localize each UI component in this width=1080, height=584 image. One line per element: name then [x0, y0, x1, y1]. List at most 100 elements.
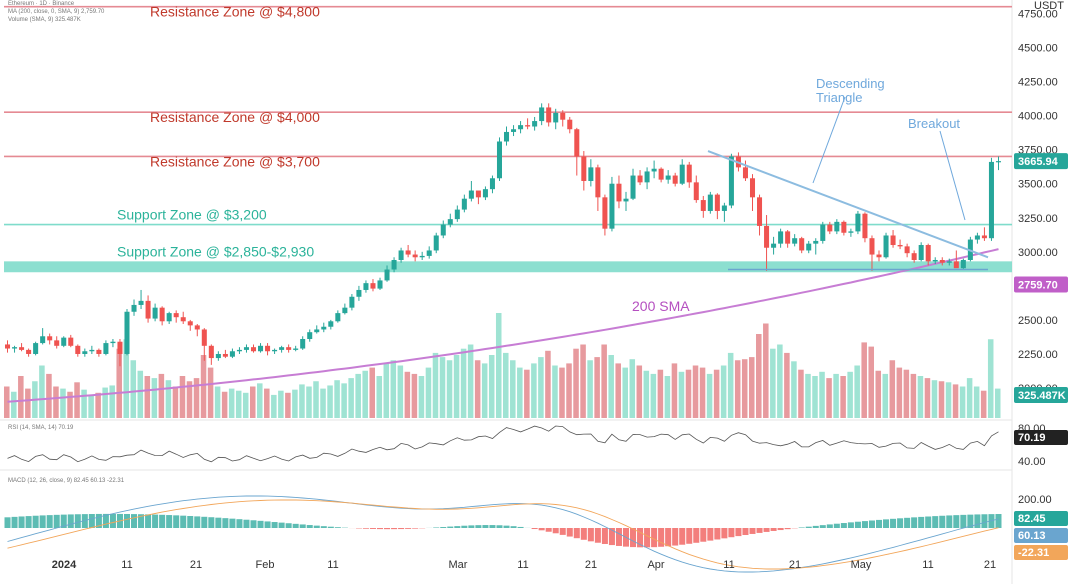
macd-histogram-bar [531, 528, 538, 530]
sma-label: 200 SMA [632, 298, 690, 314]
macd-histogram-bar [102, 513, 109, 528]
candle-body [602, 197, 608, 229]
macd-histogram-bar [271, 522, 278, 528]
volume-bar [95, 392, 101, 418]
macd-tick: 200.00 [1018, 494, 1052, 506]
volume-bar [552, 365, 558, 418]
candle-body [426, 250, 432, 256]
macd-histogram-bar [545, 528, 552, 532]
volume-bar [228, 388, 235, 418]
macd-histogram-bar [376, 528, 384, 530]
price-badge-text: 325.487K [1018, 390, 1066, 402]
candle-body [307, 332, 313, 339]
macd-histogram-bar [503, 525, 510, 528]
macd-histogram-bar [847, 522, 854, 528]
macd-histogram-bar [201, 516, 208, 528]
candle-body [12, 347, 18, 349]
macd-badge [1014, 528, 1068, 543]
macd-histogram-bar [222, 518, 229, 528]
volume-bar [587, 360, 593, 418]
volume-bar [102, 387, 108, 418]
macd-histogram-bar [138, 514, 145, 528]
volume-bar [25, 388, 31, 418]
candle-body [904, 246, 910, 254]
macd-histogram-bar [981, 514, 988, 528]
y-tick-label: 4500.00 [1018, 43, 1058, 55]
candle-body [532, 121, 538, 127]
macd-histogram-bar [995, 514, 1002, 528]
volume-bar [200, 355, 207, 418]
candle-body [511, 129, 517, 132]
volume-bar [460, 348, 467, 418]
volume-bar [573, 348, 579, 418]
macd-histogram-bar [292, 523, 299, 528]
candle-body [194, 325, 200, 330]
macd-histogram-bar [587, 528, 594, 542]
candle-body [103, 343, 109, 354]
macd-histogram-bar [714, 528, 721, 540]
candle-body [250, 347, 257, 352]
candle-body [229, 351, 235, 357]
candle-body [68, 337, 74, 346]
volume-bar [158, 373, 165, 418]
indicator-legend-line: Ethereum · 1D · Binance [8, 1, 75, 7]
candle-body [377, 280, 383, 289]
macd-badge-text: 60.13 [1018, 530, 1046, 542]
candle-body [342, 307, 348, 314]
macd-histogram-bar [904, 517, 911, 528]
candle-body [419, 255, 425, 258]
candle-body [974, 235, 980, 240]
candle-body [679, 164, 685, 184]
candle-body [792, 238, 798, 244]
y-tick-label: 4750.00 [1018, 8, 1058, 20]
candle-body [700, 200, 706, 211]
volume-bar [791, 361, 797, 418]
rsi-badge [1014, 430, 1068, 445]
volume-bar [172, 386, 179, 418]
macd-histogram-bar [257, 520, 264, 528]
volume-bar [4, 386, 10, 418]
macd-histogram-bar [109, 513, 116, 528]
candle-body [243, 347, 249, 350]
macd-histogram-bar [4, 517, 11, 528]
candle-body [215, 353, 221, 359]
candle-body [897, 245, 903, 247]
y-tick-label: 3250.00 [1018, 213, 1058, 225]
candle-body [328, 321, 334, 327]
candle-body [496, 141, 502, 179]
macd-histogram-bar [615, 528, 622, 546]
volume-bar [53, 386, 59, 418]
candle-body [208, 345, 214, 359]
volume-bar [271, 394, 277, 418]
candle-body [883, 235, 889, 258]
candle-body [876, 254, 882, 258]
candle-body [131, 304, 137, 312]
volume-bar [432, 352, 439, 418]
candle-body [433, 235, 439, 251]
candle-body [778, 231, 784, 244]
x-tick-label: May [851, 559, 872, 571]
candle-body [813, 240, 819, 244]
candle-body [272, 349, 278, 352]
candle-body [623, 198, 629, 202]
macd-histogram-bar [875, 519, 883, 528]
macd-histogram-bar [215, 517, 222, 528]
macd-line [7, 495, 999, 573]
macd-histogram-bar [805, 526, 812, 528]
candle-body [848, 231, 854, 233]
macd-histogram-bar [665, 528, 672, 547]
macd-histogram-bar [173, 515, 180, 528]
macd-histogram-bar [123, 513, 131, 528]
zone-label: Resistance Zone @ $4,000 [150, 109, 320, 125]
volume-bar [242, 392, 249, 418]
volume-bar [411, 373, 418, 418]
macd-histogram-bar [81, 514, 88, 528]
macd-histogram-bar [131, 514, 138, 528]
candle-body [651, 168, 657, 172]
volume-bar [18, 376, 24, 418]
volume-bar [875, 370, 882, 418]
volume-bar [678, 371, 685, 418]
volume-bar [165, 380, 172, 418]
macd-histogram-bar [644, 528, 651, 548]
